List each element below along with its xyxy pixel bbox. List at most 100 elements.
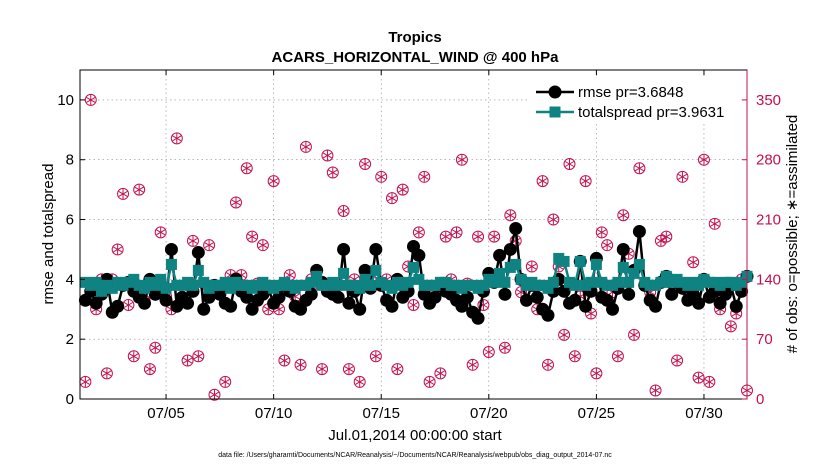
rmse-point — [503, 242, 517, 256]
y2-tick-label: 280 — [756, 152, 781, 169]
totalspread-point — [198, 276, 210, 288]
obs-assimilated-point — [414, 227, 424, 238]
obs-possible-point — [246, 230, 259, 243]
rmse-point — [159, 293, 173, 307]
obs-assimilated-point — [672, 355, 682, 366]
obs-assimilated-point — [193, 351, 203, 362]
obs-possible-point — [472, 230, 485, 243]
obs-possible-point — [256, 239, 269, 252]
obs-assimilated-point — [704, 376, 714, 387]
totalspread-point — [655, 276, 667, 288]
obs-assimilated-point — [231, 197, 241, 208]
obs-possible-point — [412, 226, 425, 239]
obs-possible-point — [671, 354, 684, 367]
obs-possible-point — [708, 217, 721, 230]
rmse-point — [649, 299, 663, 313]
obs-assimilated-point — [328, 167, 338, 178]
totalspread-point — [590, 258, 602, 270]
obs-possible-point — [342, 363, 355, 376]
chart-subtitle: ACARS_HORIZONTAL_WIND @ 400 hPa — [272, 49, 560, 66]
obs-possible-point — [294, 358, 307, 371]
rmse-point — [164, 242, 178, 256]
rmse-point — [181, 296, 195, 310]
obs-possible-point — [117, 187, 130, 200]
rmse-point — [337, 242, 351, 256]
obs-assimilated-point — [661, 231, 671, 242]
obs-assimilated-point — [559, 329, 569, 340]
rmse-point — [493, 248, 507, 262]
obs-possible-point — [418, 170, 431, 183]
obs-assimilated-point — [387, 193, 397, 204]
obs-possible-point — [466, 358, 479, 371]
obs-possible-point — [186, 234, 199, 247]
totalspread-point — [165, 258, 177, 270]
totalspread-point — [585, 276, 597, 288]
obs-possible-point — [547, 213, 560, 226]
totalspread-point — [612, 276, 624, 288]
rmse-point — [729, 299, 743, 313]
obs-possible-point — [536, 175, 549, 188]
obs-assimilated-point — [145, 364, 155, 375]
rmse-point — [138, 296, 152, 310]
obs-possible-point — [450, 226, 463, 239]
totalspread-point — [515, 273, 527, 285]
obs-possible-point — [687, 256, 700, 269]
obs-assimilated-point — [269, 176, 279, 187]
obs-assimilated-point — [322, 150, 333, 161]
totalspread-point — [494, 267, 506, 279]
obs-assimilated-point — [629, 329, 639, 340]
obs-assimilated-point — [220, 376, 230, 387]
obs-possible-point — [396, 183, 409, 196]
totalspread-point — [547, 276, 559, 288]
obs-assimilated-point — [457, 154, 467, 165]
obs-assimilated-point — [634, 163, 644, 174]
y-tick-label: 6 — [66, 212, 74, 229]
obs-assimilated-point — [710, 218, 720, 229]
obs-assimilated-point — [371, 351, 381, 362]
obs-possible-point — [434, 367, 447, 380]
obs-possible-point — [385, 192, 398, 205]
obs-assimilated-point — [548, 214, 558, 225]
obs-possible-point — [321, 149, 334, 162]
data-file-footer: data file: /Users/gharamti/Documents/NCA… — [218, 452, 612, 459]
obs-assimilated-point — [570, 351, 580, 362]
obs-possible-point — [439, 230, 452, 243]
totalspread-point — [574, 255, 586, 267]
legend: rmse pr=3.6848 totalspread pr=3.9631 — [530, 77, 740, 123]
y2-axis-label: # of obs: o=possible; ∗=assimilated — [784, 115, 801, 354]
obs-possible-point — [541, 358, 554, 371]
legend-totalspread-marker — [549, 106, 561, 118]
rmse-point — [353, 302, 367, 316]
obs-assimilated-point — [543, 359, 553, 370]
obs-possible-point — [154, 226, 167, 239]
obs-assimilated-point — [597, 227, 607, 238]
obs-assimilated-point — [355, 376, 365, 387]
obs-possible-point — [477, 299, 490, 311]
rmse-point — [692, 296, 706, 310]
totalspread-point — [139, 282, 151, 294]
obs-assimilated-point — [279, 355, 289, 366]
totalspread-point — [155, 273, 167, 285]
ticks-layer: 07/05 07/10 07/15 07/20 07/25 07/30 0 2 4 6 8 10 0 70… — [57, 70, 781, 422]
obs-possible-point — [595, 226, 608, 239]
totalspread-point — [96, 285, 108, 297]
y2-tick-label: 0 — [756, 391, 764, 408]
y2-tick-label: 210 — [756, 212, 781, 229]
obs-assimilated-point — [118, 188, 128, 199]
totalspread-point — [386, 282, 398, 294]
obs-possible-point — [568, 350, 581, 363]
obs-possible-point — [579, 175, 592, 188]
totalspread-point — [354, 282, 366, 294]
totalspread-point — [693, 279, 705, 291]
obs-assimilated-point — [102, 368, 112, 379]
obs-assimilated-point — [86, 94, 96, 105]
legend-totalspread-label: totalspread pr=3.9631 — [578, 104, 724, 121]
obs-possible-point — [498, 341, 511, 354]
obs-possible-point — [369, 350, 382, 363]
obs-possible-point — [353, 375, 366, 388]
obs-assimilated-point — [419, 171, 429, 182]
y2-tick-label: 140 — [756, 271, 781, 288]
obs-possible-point — [676, 170, 689, 183]
totalspread-point — [402, 276, 414, 288]
obs-assimilated-point — [338, 206, 349, 216]
